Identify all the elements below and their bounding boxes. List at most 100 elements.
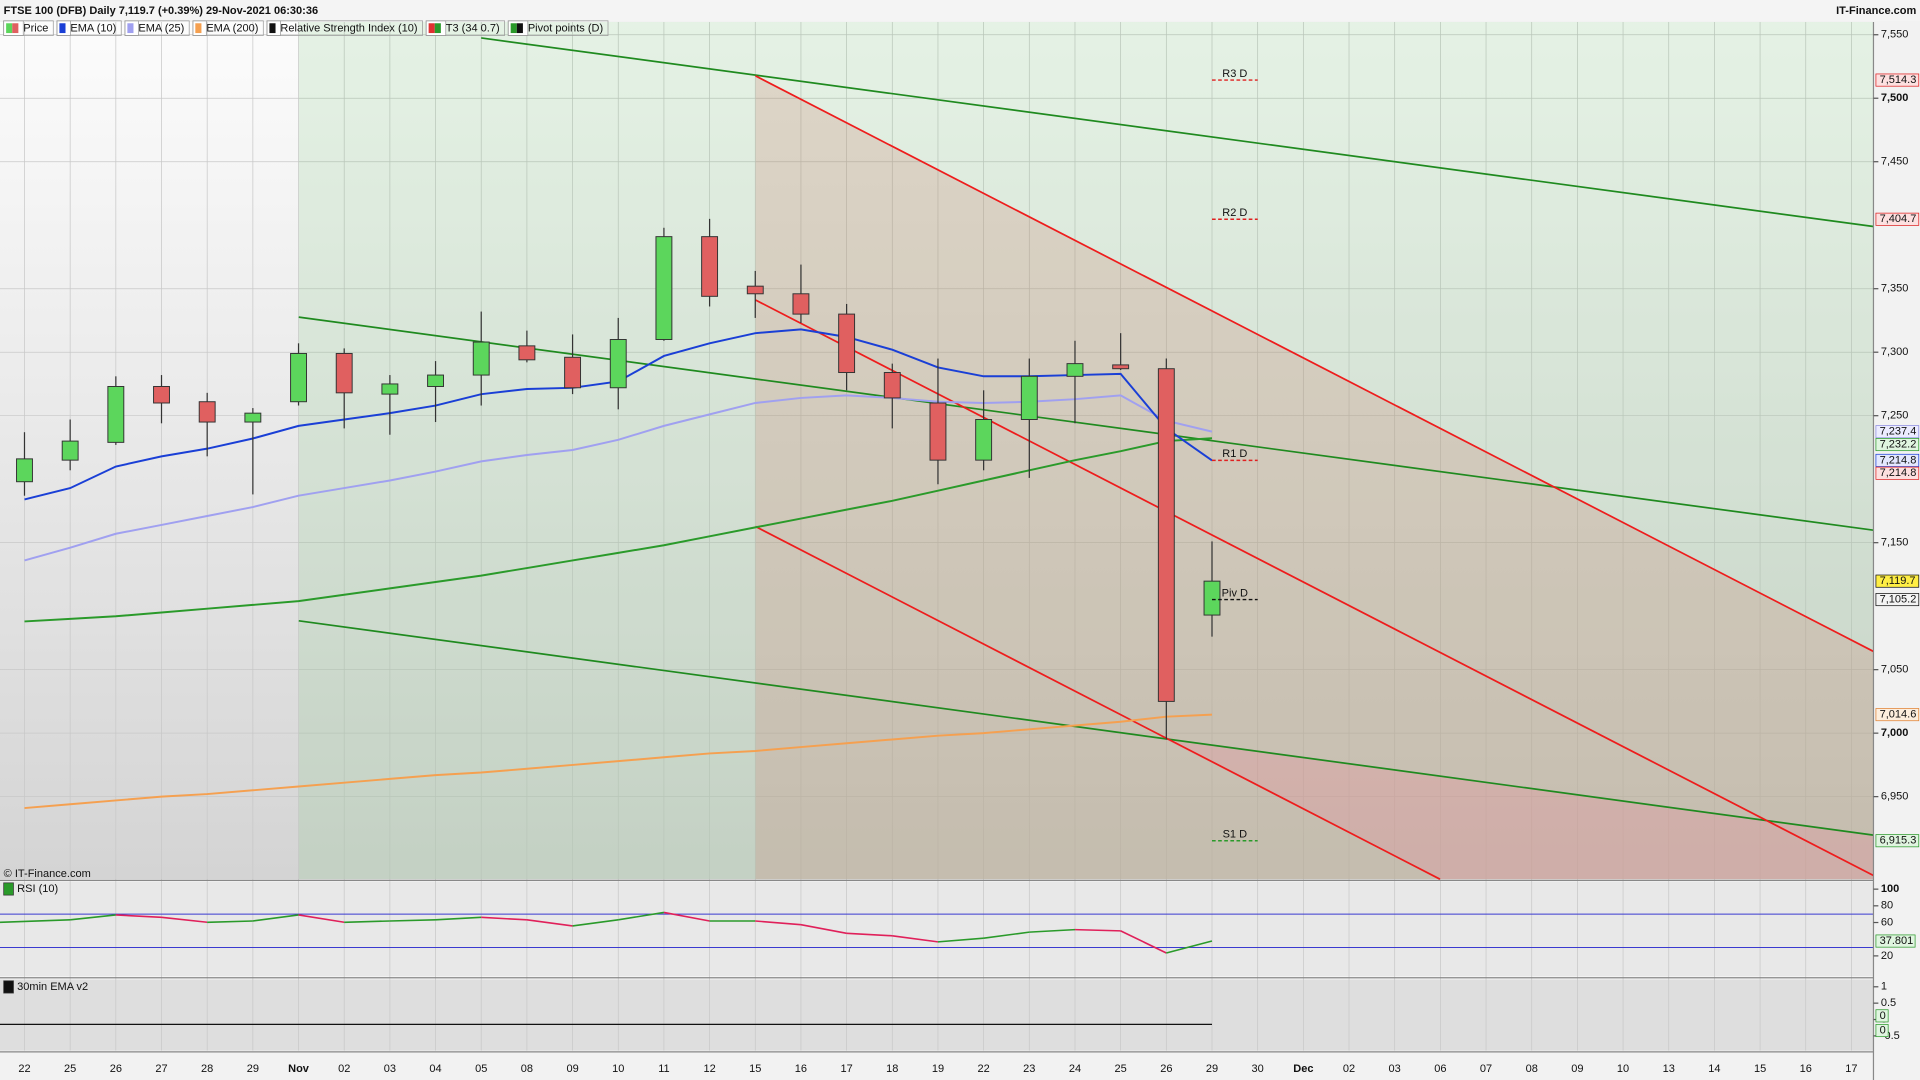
legend-swatch — [510, 23, 517, 34]
price-label: 7,105.2 — [1880, 593, 1917, 605]
x-tick-label: 23 — [1023, 1063, 1035, 1075]
value-label-box — [1875, 934, 1916, 948]
candle-body — [975, 419, 993, 461]
candle-body — [1020, 375, 1038, 420]
y-tick-label: 7,300 — [1881, 346, 1909, 358]
rsi-segment — [663, 911, 710, 922]
legend-label: EMA (25) — [138, 23, 184, 35]
y-tick-label: 20 — [1881, 950, 1893, 962]
panel-title: 30min EMA v2 — [17, 981, 88, 993]
indicator-line — [24, 437, 1213, 623]
x-tick-label: 07 — [1480, 1063, 1492, 1075]
ema-panel — [0, 979, 1874, 1051]
y-tick-label: 0.5 — [1881, 997, 1896, 1009]
price-label-box — [1875, 438, 1920, 452]
trend-line — [298, 619, 1874, 836]
y-tick-label: 7,150 — [1881, 537, 1909, 549]
y-tick-label: 7,050 — [1881, 664, 1909, 676]
x-tick-label: 19 — [932, 1063, 944, 1075]
grid — [0, 22, 1874, 1051]
rsi-segment — [389, 919, 436, 922]
x-tick-label: 12 — [703, 1063, 715, 1075]
candle-body — [290, 352, 307, 403]
x-tick-label: 26 — [1160, 1063, 1172, 1075]
legend-label: EMA (10) — [70, 23, 116, 35]
price-label-box — [1875, 593, 1920, 607]
x-tick-label: 17 — [840, 1063, 852, 1075]
rsi-segment — [1120, 930, 1167, 954]
rsi-panel — [0, 881, 1874, 976]
value-label: 0 — [1880, 1010, 1886, 1022]
x-tick-label: 22 — [977, 1063, 989, 1075]
rsi-segment — [115, 914, 162, 919]
price-label-box — [1875, 425, 1920, 439]
x-tick-label: 03 — [1389, 1063, 1401, 1075]
legend-swatch — [428, 23, 435, 34]
rsi-segment — [846, 932, 893, 937]
candle-body — [792, 293, 810, 315]
price-label-box — [1875, 834, 1920, 848]
candle-body — [701, 236, 719, 297]
rsi-segment — [572, 919, 619, 927]
trend-line — [755, 75, 1874, 653]
legend-frame — [3, 20, 54, 36]
legend-swatch — [127, 23, 134, 34]
pivot-label: R2 D — [1222, 207, 1247, 219]
legend-swatch — [6, 23, 13, 34]
price-label-box — [1875, 574, 1920, 588]
indicator-line — [24, 713, 1213, 810]
x-tick-label: 11 — [658, 1063, 669, 1075]
y-tick-label: 1 — [1881, 981, 1887, 993]
candle-body — [746, 285, 764, 295]
x-tick-label: 16 — [795, 1063, 807, 1075]
rsi-segment — [755, 920, 802, 926]
legend-swatch — [195, 23, 202, 34]
x-tick-label: 06 — [1434, 1063, 1446, 1075]
rsi-segment — [937, 937, 984, 943]
y-tick-label: 6,950 — [1881, 791, 1909, 803]
x-tick-label: 22 — [18, 1063, 30, 1075]
y-tick-label: 80 — [1881, 900, 1893, 912]
legend-swatch — [12, 23, 19, 34]
rsi-segment — [618, 911, 665, 921]
x-tick-label: 30 — [1252, 1063, 1264, 1075]
candle-body — [609, 339, 627, 389]
candle-body — [335, 352, 353, 394]
price-label: 7,214.8 — [1880, 454, 1917, 466]
candle-body — [198, 401, 216, 423]
indicator-line — [24, 394, 1213, 562]
legend-swatch — [516, 23, 523, 34]
y-tick-label: 7,500 — [1881, 92, 1909, 104]
value-label: 0 — [1880, 1024, 1886, 1036]
rsi-segment — [344, 920, 390, 924]
y-tick-label: 7,550 — [1881, 29, 1909, 41]
rsi-segment — [252, 914, 299, 922]
price-label-box — [1875, 708, 1920, 722]
x-tick-label: 13 — [1663, 1063, 1675, 1075]
x-tick-label: Dec — [1293, 1063, 1313, 1075]
candle-body — [929, 402, 947, 461]
legend-label: Relative Strength Index (10) — [280, 23, 417, 35]
price-label-box — [1875, 212, 1920, 226]
x-tick-label: 10 — [612, 1063, 624, 1075]
rsi-segment — [892, 934, 939, 943]
pivot-label: R1 D — [1222, 448, 1247, 460]
x-tick-label: 10 — [1617, 1063, 1629, 1075]
legend-swatch — [434, 23, 441, 34]
candle-body — [518, 345, 536, 361]
legend-frame — [192, 20, 264, 36]
x-tick-label: Nov — [288, 1063, 310, 1075]
x-tick-label: 25 — [1115, 1063, 1127, 1075]
trend-line — [755, 525, 1441, 880]
price-label: 7,014.6 — [1880, 709, 1917, 721]
x-tick-label: 03 — [384, 1063, 396, 1075]
rsi-segment — [207, 920, 253, 924]
title: FTSE 100 (DFB) Daily 7,119.7 (+0.39%) 29… — [4, 5, 318, 17]
candle-body — [1203, 580, 1221, 616]
rsi-segment — [481, 916, 527, 921]
candle-body — [381, 383, 399, 395]
price-label-box — [1875, 466, 1920, 480]
legend-label: Price — [23, 23, 48, 35]
plot: R3 D R2 D R1 D Piv D S1 D — [0, 68, 1874, 1026]
